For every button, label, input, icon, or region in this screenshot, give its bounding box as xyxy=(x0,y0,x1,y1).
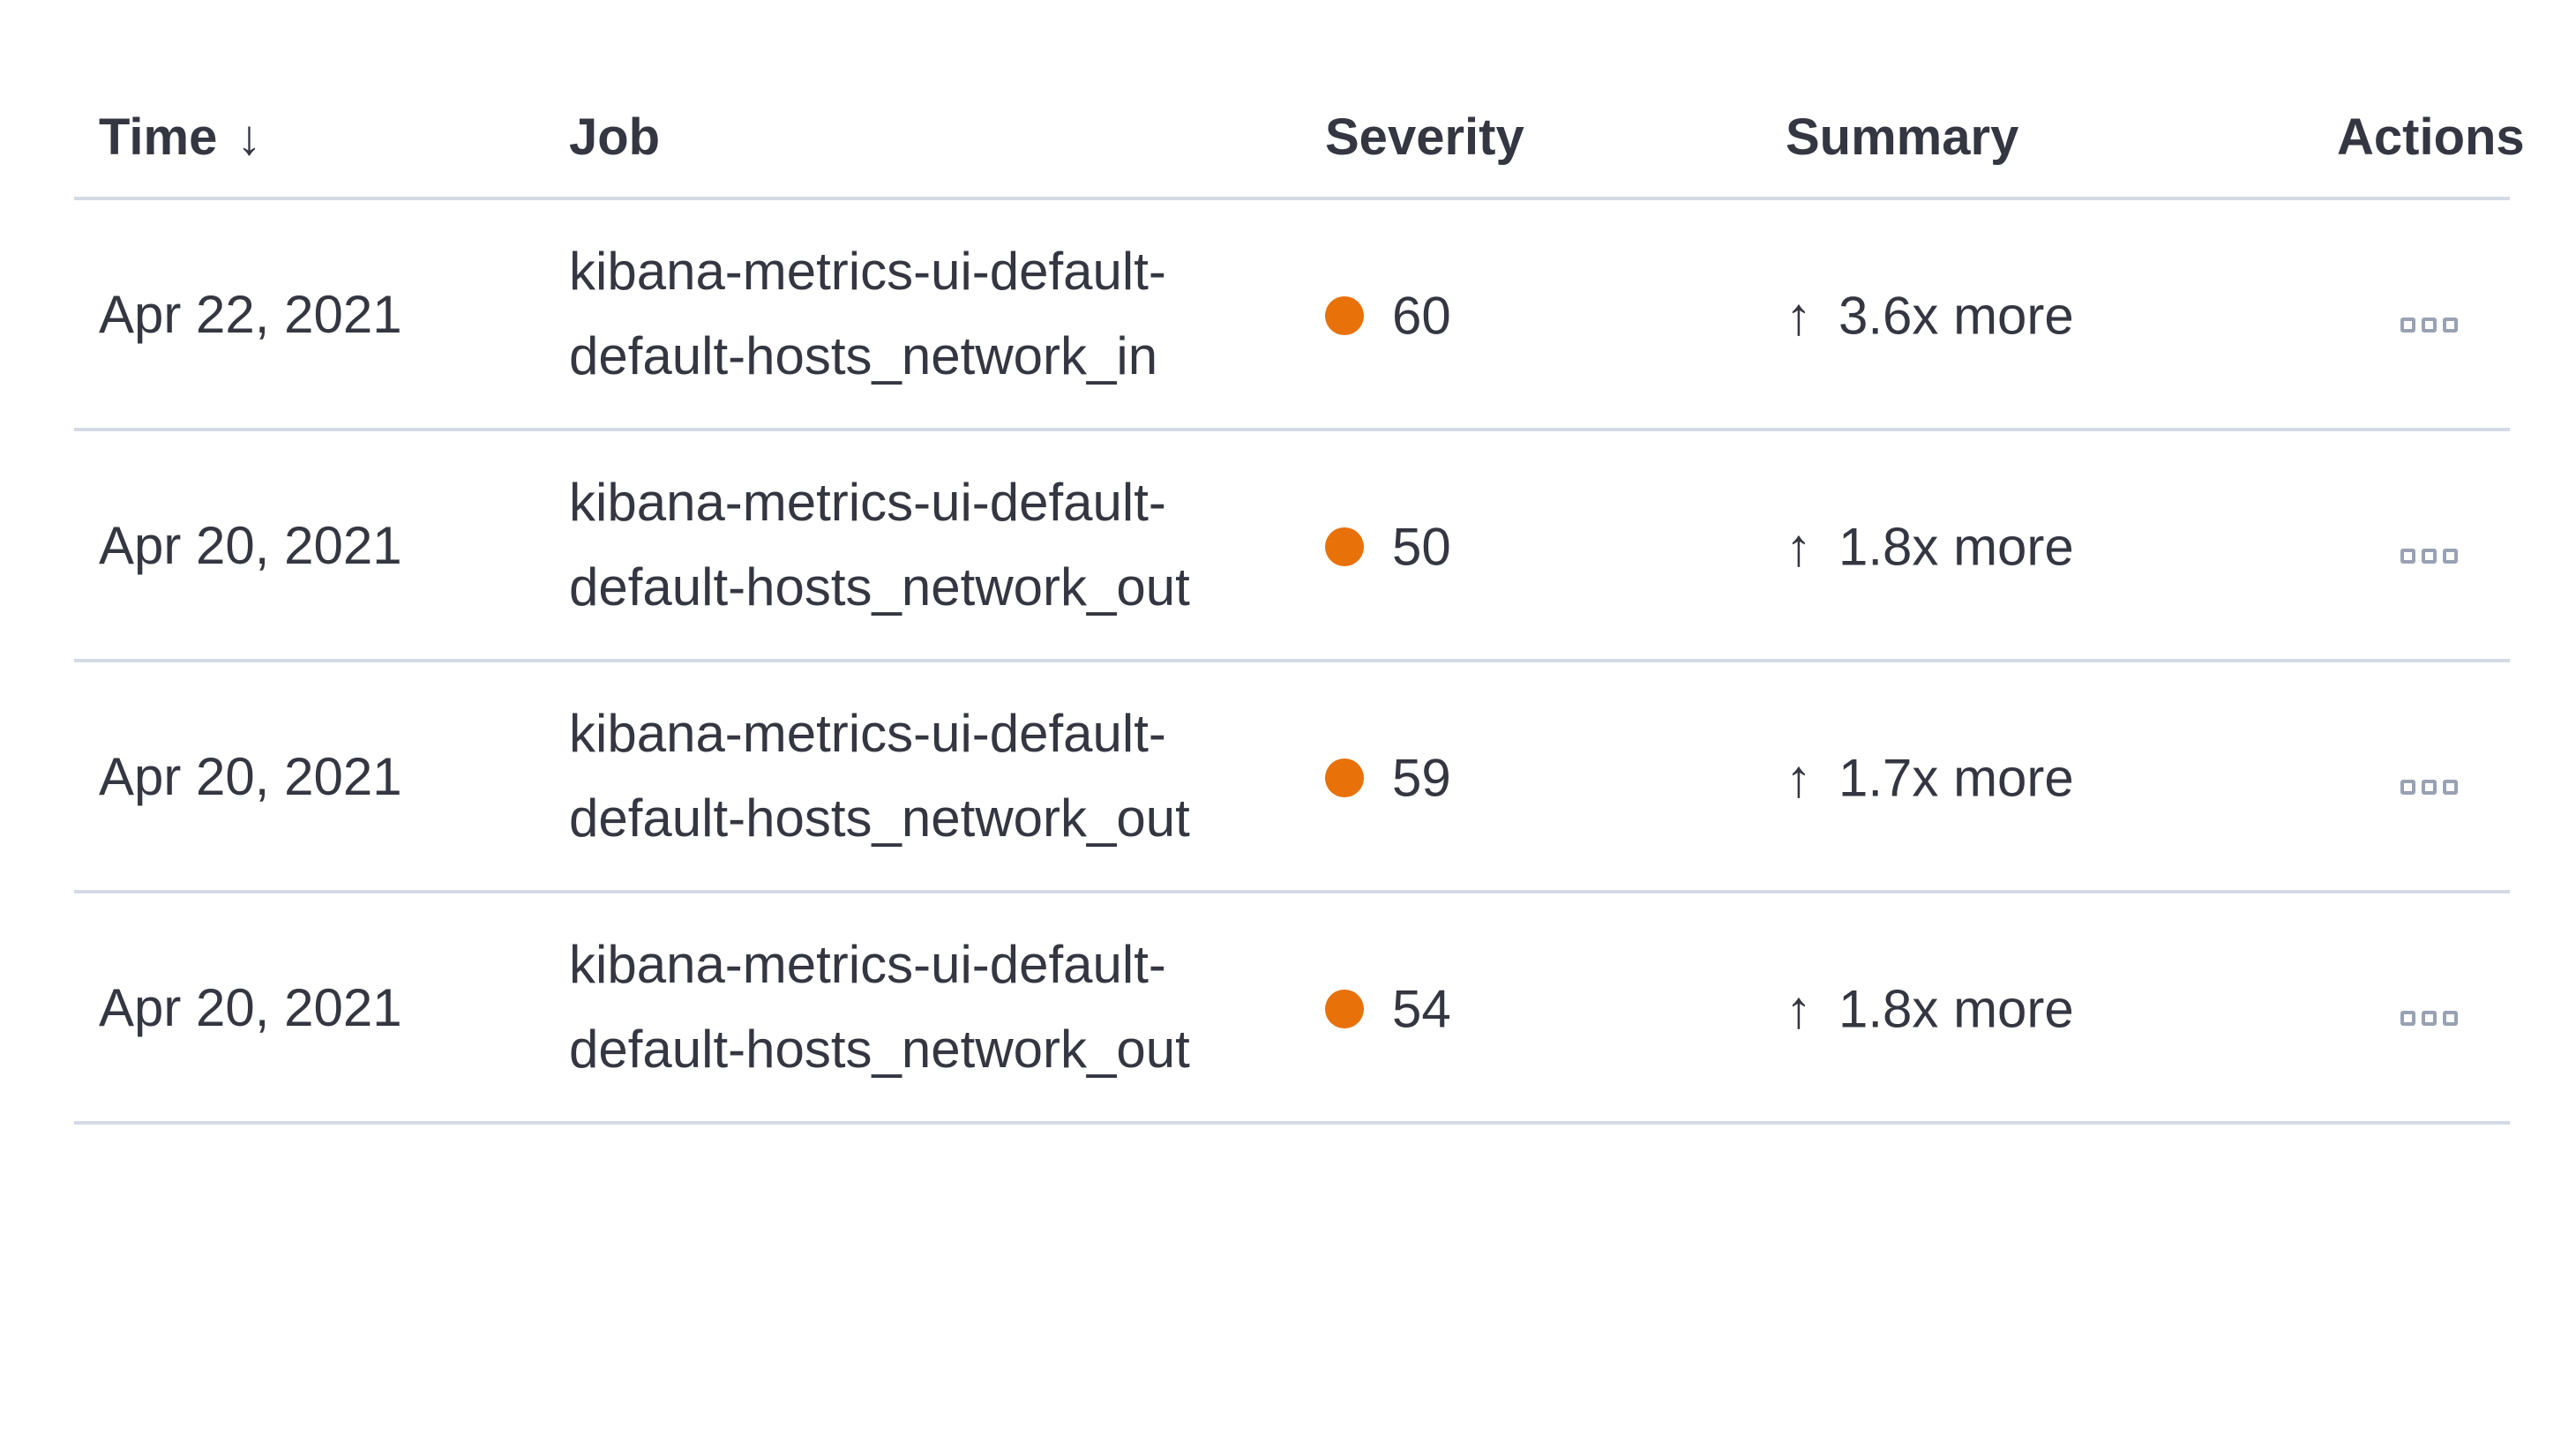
table-row: Apr 20, 2021 kibana-metrics-ui-default-d… xyxy=(74,661,2510,893)
job-id: kibana-metrics-ui-default-default-hosts_… xyxy=(569,242,1166,385)
severity-cell: 54 xyxy=(1300,892,1761,1125)
severity-cell: 50 xyxy=(1300,430,1761,662)
severity-score: 60 xyxy=(1392,286,1451,346)
table-header-row: Time ↓ Job Severity Summary Actions xyxy=(74,0,2525,200)
table-row: Apr 22, 2021 kibana-metrics-ui-default-d… xyxy=(74,198,2510,431)
column-header-time-label: Time xyxy=(99,108,218,166)
time-cell: Apr 20, 2021 xyxy=(74,661,544,893)
arrow-up-icon: ↑ xyxy=(1786,517,1812,577)
row-actions-button[interactable] xyxy=(2400,779,2458,795)
severity-score: 54 xyxy=(1392,979,1451,1039)
severity-cell: 59 xyxy=(1300,661,1761,893)
severity-cell: 60 xyxy=(1300,198,1761,431)
summary-cell: ↑ 1.8x more xyxy=(1761,892,2312,1125)
boxes-horizontal-icon xyxy=(2400,1010,2415,1026)
severity-dot-icon xyxy=(1325,759,1364,798)
table-row: Apr 20, 2021 kibana-metrics-ui-default-d… xyxy=(74,430,2510,662)
summary-cell: ↑ 1.7x more xyxy=(1761,661,2312,893)
row-actions-button[interactable] xyxy=(2400,1010,2458,1026)
job-id: kibana-metrics-ui-default-default-hosts_… xyxy=(569,704,1190,848)
arrow-up-icon: ↑ xyxy=(1786,979,1812,1039)
severity-dot-icon xyxy=(1325,296,1364,336)
actions-cell xyxy=(2312,661,2510,893)
severity-score: 59 xyxy=(1392,748,1451,808)
column-header-summary: Summary xyxy=(1761,0,2312,200)
sort-down-icon: ↓ xyxy=(236,109,262,165)
arrow-up-icon: ↑ xyxy=(1786,748,1812,808)
column-header-time[interactable]: Time ↓ xyxy=(74,0,544,200)
severity-score: 50 xyxy=(1392,517,1451,577)
summary-text: 1.8x more xyxy=(1838,517,2074,577)
table-row: Apr 20, 2021 kibana-metrics-ui-default-d… xyxy=(74,892,2510,1125)
time-cell: Apr 22, 2021 xyxy=(74,198,544,431)
summary-cell: ↑ 3.6x more xyxy=(1761,198,2312,431)
job-id: kibana-metrics-ui-default-default-hosts_… xyxy=(569,473,1190,617)
job-cell: kibana-metrics-ui-default-default-hosts_… xyxy=(544,892,1300,1125)
row-actions-button[interactable] xyxy=(2400,548,2458,564)
column-header-severity: Severity xyxy=(1300,0,1761,200)
job-cell: kibana-metrics-ui-default-default-hosts_… xyxy=(544,198,1300,431)
actions-cell xyxy=(2312,198,2510,431)
job-cell: kibana-metrics-ui-default-default-hosts_… xyxy=(544,430,1300,662)
time-cell: Apr 20, 2021 xyxy=(74,430,544,662)
column-header-job: Job xyxy=(544,0,1300,200)
severity-dot-icon xyxy=(1325,990,1364,1029)
time-cell: Apr 20, 2021 xyxy=(74,892,544,1125)
summary-cell: ↑ 1.8x more xyxy=(1761,430,2312,662)
summary-text: 1.7x more xyxy=(1838,748,2074,808)
summary-text: 1.8x more xyxy=(1838,979,2074,1039)
boxes-horizontal-icon xyxy=(2400,548,2415,564)
severity-dot-icon xyxy=(1325,527,1364,567)
anomalies-table: Time ↓ Job Severity Summary Actions Apr 2… xyxy=(74,0,2525,1125)
job-cell: kibana-metrics-ui-default-default-hosts_… xyxy=(544,661,1300,893)
summary-text: 3.6x more xyxy=(1838,286,2074,346)
column-header-actions: Actions xyxy=(2312,0,2525,200)
boxes-horizontal-icon xyxy=(2400,779,2415,795)
row-actions-button[interactable] xyxy=(2400,317,2458,333)
actions-cell xyxy=(2312,892,2510,1125)
arrow-up-icon: ↑ xyxy=(1786,286,1812,346)
job-id: kibana-metrics-ui-default-default-hosts_… xyxy=(569,935,1190,1079)
boxes-horizontal-icon xyxy=(2400,317,2415,333)
actions-cell xyxy=(2312,430,2510,662)
